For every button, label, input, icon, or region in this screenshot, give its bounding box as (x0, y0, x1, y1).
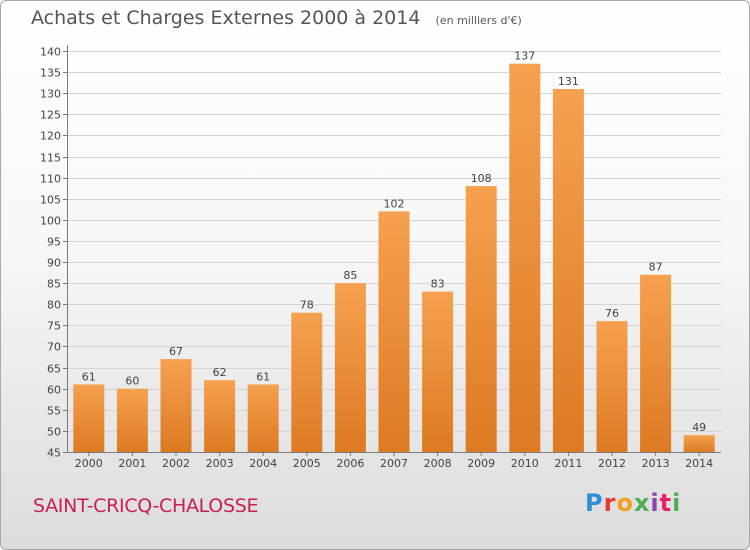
city-name: SAINT-CRICQ-CHALOSSE (33, 495, 259, 517)
bar-2013 (640, 274, 672, 452)
x-tick-label-2001: 2001 (118, 457, 146, 470)
y-tick-label: 120 (40, 130, 61, 143)
data-label-2009: 108 (471, 172, 492, 185)
y-tick-label: 70 (47, 341, 61, 354)
x-tick-label-2013: 2013 (642, 457, 670, 470)
y-tick-label: 80 (47, 299, 61, 312)
data-label-2014: 49 (692, 421, 706, 434)
y-tick-label: 100 (40, 215, 61, 228)
bar-2002 (160, 359, 192, 452)
data-label-2012: 76 (605, 307, 619, 320)
y-tick-label: 130 (40, 88, 61, 101)
data-label-2004: 61 (256, 370, 270, 383)
bar-2003 (204, 380, 236, 452)
x-tick-label-2012: 2012 (598, 457, 626, 470)
y-tick-label: 75 (47, 320, 61, 333)
y-tick-label: 60 (47, 384, 61, 397)
x-tick-label-2011: 2011 (554, 457, 582, 470)
y-tick-label: 110 (40, 173, 61, 186)
data-label-2003: 62 (213, 366, 227, 379)
x-tick-label-2003: 2003 (206, 457, 234, 470)
x-axis-ticks: 2000 2001 2002 2003 2004 2005 2006 2007 2008 2009… (75, 452, 713, 470)
data-label-2008: 83 (431, 278, 445, 291)
title-line: Achats et Charges Externes 2000 à 2014 (… (31, 7, 522, 29)
y-tick-label: 45 (47, 447, 61, 460)
data-labels: 61 60 67 62 61 78 85 102 83 108 137 131 76 87 49 (82, 50, 706, 434)
bar-2000 (73, 384, 105, 452)
x-tick-label-2007: 2007 (380, 457, 408, 470)
bar-2014 (683, 435, 715, 452)
bar-2004 (247, 384, 279, 452)
y-tick-label: 115 (40, 152, 61, 165)
bar-2001 (116, 388, 148, 452)
y-tick-label: 50 (47, 426, 61, 439)
chart-subtitle: (en milliers d'€) (435, 14, 522, 27)
data-label-2013: 87 (649, 261, 663, 274)
y-tick-label: 135 (40, 67, 61, 80)
x-tick-label-2014: 2014 (685, 457, 713, 470)
y-tick-label: 140 (40, 46, 61, 59)
data-label-2001: 60 (125, 375, 139, 388)
y-tick-label: 65 (47, 363, 61, 376)
data-label-2010: 137 (514, 50, 535, 63)
bar-2012 (596, 321, 628, 452)
bar-2005 (291, 312, 323, 452)
y-axis-ticks: 45 50 55 60 65 70 75 80 85 90 95 100 105 110 115 120 125… (40, 46, 67, 460)
x-tick-label-2000: 2000 (75, 457, 103, 470)
bar-2006 (334, 283, 366, 452)
data-label-2005: 78 (300, 299, 314, 312)
data-label-2011: 131 (558, 75, 579, 88)
y-tick-label: 105 (40, 194, 61, 207)
y-tick-label: 125 (40, 109, 61, 122)
bar-2009 (465, 186, 497, 453)
x-tick-label-2005: 2005 (293, 457, 321, 470)
y-tick-label: 55 (47, 405, 61, 418)
data-label-2000: 61 (82, 370, 96, 383)
bar-2008 (422, 291, 454, 452)
data-label-2006: 85 (343, 269, 357, 282)
bar-2011 (552, 88, 584, 452)
proxiti-logo[interactable]: Proxiti (585, 489, 682, 517)
y-tick-label: 90 (47, 257, 61, 270)
x-tick-label-2006: 2006 (336, 457, 364, 470)
bars (73, 63, 715, 453)
y-tick-label: 85 (47, 278, 61, 291)
data-label-2002: 67 (169, 345, 183, 358)
x-tick-label-2010: 2010 (511, 457, 539, 470)
data-label-2007: 102 (384, 197, 405, 210)
x-tick-label-2008: 2008 (424, 457, 452, 470)
bar-2010 (509, 63, 541, 453)
chart-title: Achats et Charges Externes 2000 à 2014 (31, 7, 421, 29)
bar-2007 (378, 211, 410, 452)
x-tick-label-2004: 2004 (249, 457, 277, 470)
y-tick-label: 95 (47, 236, 61, 249)
x-tick-label-2002: 2002 (162, 457, 190, 470)
x-tick-label-2009: 2009 (467, 457, 495, 470)
